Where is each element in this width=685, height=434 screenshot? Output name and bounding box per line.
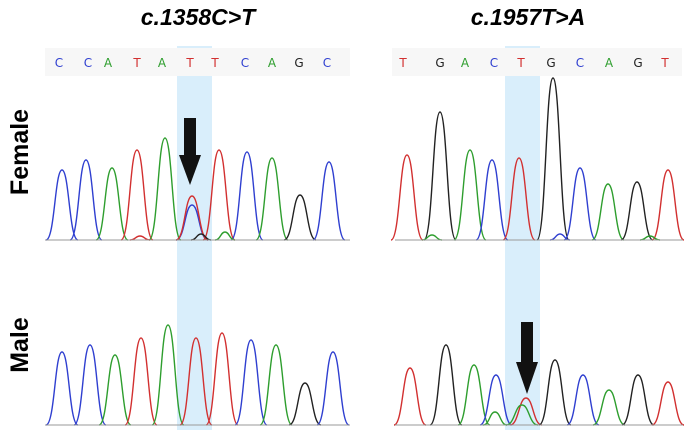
sequence-base: A xyxy=(605,56,614,70)
trace-peak xyxy=(312,161,346,241)
trace-peak xyxy=(639,235,661,241)
panel-title-left: c.1358C>T xyxy=(141,4,257,30)
trace-peak xyxy=(202,149,236,241)
trace-peak xyxy=(234,339,268,426)
sequence-base: T xyxy=(660,56,669,70)
trace-peak xyxy=(457,364,491,426)
sequence-strip-left xyxy=(45,48,350,76)
trace-peak xyxy=(429,344,463,426)
sequence-base: C xyxy=(323,56,331,70)
trace-peak xyxy=(95,167,129,241)
trace-peak xyxy=(591,183,625,241)
trace-left-male xyxy=(45,324,350,426)
sequence-base: C xyxy=(84,56,92,70)
trace-peak xyxy=(482,411,508,426)
trace-peak xyxy=(230,151,264,241)
sequence-base: A xyxy=(461,56,470,70)
trace-peak xyxy=(175,195,209,241)
sequence-base: T xyxy=(132,56,141,70)
trace-peak xyxy=(620,181,654,241)
trace-peak xyxy=(390,154,424,241)
trace-peak xyxy=(563,167,597,241)
sequence-base: T xyxy=(516,56,525,70)
sequence-base: T xyxy=(398,56,407,70)
arrow-down-icon xyxy=(516,322,538,394)
trace-peak xyxy=(205,332,239,426)
sequence-strip-right xyxy=(392,48,682,76)
sequence-base: C xyxy=(241,56,249,70)
trace-peak xyxy=(549,233,571,241)
trace-peak xyxy=(621,374,655,426)
trace-peak xyxy=(190,233,212,241)
trace-peak xyxy=(475,159,509,241)
trace-peak xyxy=(505,404,539,426)
trace-peak xyxy=(592,389,626,426)
trace-peak xyxy=(502,157,536,241)
sequence-base: A xyxy=(104,56,113,70)
trace-peak xyxy=(120,149,154,241)
trace-peak xyxy=(98,354,132,426)
trace-peak xyxy=(421,234,443,241)
trace-peak xyxy=(73,344,107,426)
baselines xyxy=(45,239,683,426)
sequence-base: C xyxy=(490,56,498,70)
sequence-base: G xyxy=(435,56,444,70)
trace-peak xyxy=(651,169,685,241)
trace-peak xyxy=(255,157,289,241)
sequence-base: C xyxy=(55,56,63,70)
trace-peak xyxy=(288,382,322,426)
row-label-male: Male xyxy=(6,317,34,373)
row-label-female: Female xyxy=(6,109,34,195)
trace-peak xyxy=(259,344,293,426)
trace-peak xyxy=(479,374,513,426)
sequence-base: G xyxy=(546,56,555,70)
trace-peak xyxy=(129,235,151,241)
trace-peak xyxy=(179,337,213,426)
trace-peak xyxy=(214,231,236,241)
trace-peak xyxy=(283,194,317,241)
trace-peak xyxy=(316,351,350,426)
trace-peak xyxy=(151,324,185,426)
sequence-base: T xyxy=(185,56,194,70)
trace-peak xyxy=(393,367,427,426)
trace-peak xyxy=(536,77,570,241)
trace-peak xyxy=(538,359,572,426)
panel-title-right: c.1957T>A xyxy=(471,4,585,30)
sequence-base: G xyxy=(294,56,303,70)
sequence-base: A xyxy=(268,56,277,70)
trace-right-male xyxy=(393,344,685,426)
arrow-down-icon xyxy=(179,118,201,185)
sequence-base: T xyxy=(210,56,219,70)
trace-peak xyxy=(45,169,79,241)
trace-peak xyxy=(651,381,685,426)
trace-peak xyxy=(124,337,158,426)
trace-peak xyxy=(509,397,543,426)
trace-peak xyxy=(45,351,79,426)
sequence-base: A xyxy=(158,56,167,70)
sequence-base: C xyxy=(576,56,584,70)
trace-left-female xyxy=(45,137,346,241)
trace-peak xyxy=(148,137,182,241)
sequence-base: G xyxy=(633,56,642,70)
trace-peak xyxy=(453,149,487,241)
trace-peak xyxy=(566,374,600,426)
trace-peak xyxy=(423,111,457,241)
trace-peak xyxy=(69,159,103,241)
trace-right-female xyxy=(390,77,685,241)
